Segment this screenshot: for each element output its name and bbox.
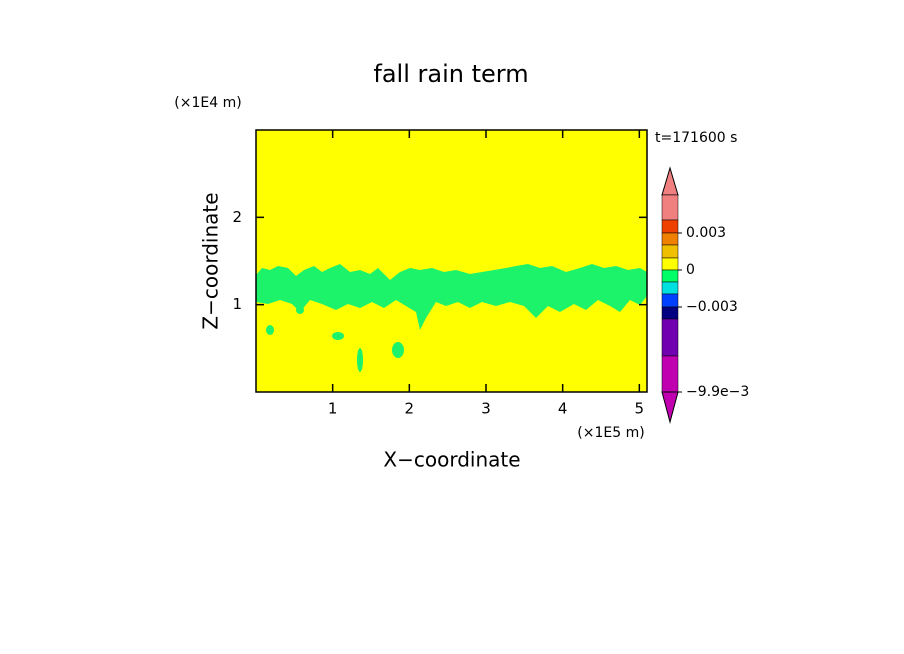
colorbar-segment <box>661 281 679 295</box>
plot-background <box>256 130 647 392</box>
colorbar-segment <box>661 269 679 283</box>
colorbar-segment <box>661 318 679 357</box>
colorbar-triangle <box>661 166 679 196</box>
rain-cell <box>296 306 304 314</box>
x-tick-label: 5 <box>635 400 645 418</box>
colorbar-segment <box>661 257 679 271</box>
colorbar-segment <box>661 293 679 308</box>
colorbar-segment <box>661 232 679 246</box>
y-unit: (×1E4 m) <box>174 95 241 111</box>
colorbar-segment <box>661 244 679 259</box>
y-axis-label: Z−coordinate <box>199 192 223 329</box>
chart-title: fall rain term <box>373 60 528 88</box>
colorbar-segment <box>661 355 679 393</box>
colorbar-segment <box>661 219 679 234</box>
rain-cell <box>357 348 363 372</box>
colorbar-label: 0.003 <box>686 225 726 241</box>
rain-field <box>256 264 647 372</box>
rain-cell <box>392 342 404 358</box>
x-tick-label: 3 <box>481 400 491 418</box>
colorbar-label: −0.003 <box>686 299 738 315</box>
rain-cell <box>266 325 274 335</box>
plot-frame <box>255 129 648 393</box>
colorbar-label: −9.9e−3 <box>686 384 749 400</box>
x-tick-label: 4 <box>558 400 568 418</box>
rain-cell <box>332 332 344 340</box>
x-axis-label: X−coordinate <box>383 448 520 472</box>
rain-band <box>256 264 647 330</box>
colorbar-segment <box>661 306 679 320</box>
x-tick-label: 2 <box>405 400 415 418</box>
colorbar-triangle <box>661 391 679 424</box>
time-label: t=171600 s <box>655 130 737 146</box>
colorbar-segment <box>661 194 679 221</box>
colorbar-label: 0 <box>686 262 695 278</box>
x-unit: (×1E5 m) <box>577 425 644 441</box>
y-tick-label: 2 <box>232 208 242 226</box>
x-tick-label: 1 <box>328 400 338 418</box>
y-tick-label: 1 <box>232 295 242 313</box>
